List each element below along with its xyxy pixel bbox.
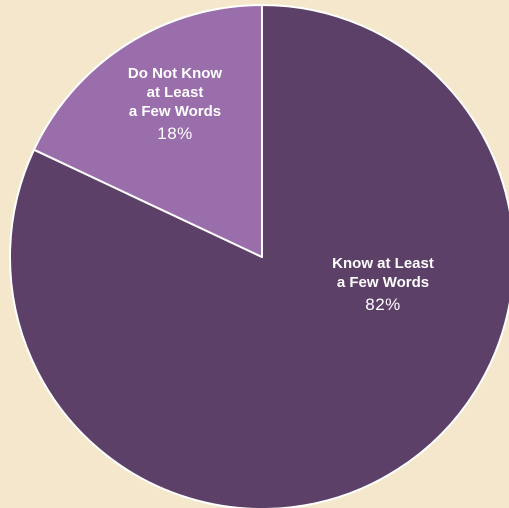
pie-slice-1 bbox=[32, 4, 263, 258]
slice-label-line: Know at Least bbox=[332, 255, 434, 272]
pie-labels: Know at Least a Few Words 82% Do Not Know at… bbox=[128, 65, 434, 314]
slice-label-0: Know at Least a Few Words 82% bbox=[332, 255, 434, 314]
slice-value-label: 82% bbox=[365, 295, 401, 314]
slice-label-1: Do Not Know at Least a Few Words 18% bbox=[128, 65, 222, 143]
slice-label-line: at Least bbox=[147, 84, 204, 101]
slice-value-label: 18% bbox=[157, 124, 193, 143]
pie-slices bbox=[9, 4, 509, 508]
slice-label-line: a Few Words bbox=[129, 103, 221, 120]
slice-label-line: Do Not Know bbox=[128, 65, 222, 82]
slice-label-line: a Few Words bbox=[337, 274, 429, 291]
